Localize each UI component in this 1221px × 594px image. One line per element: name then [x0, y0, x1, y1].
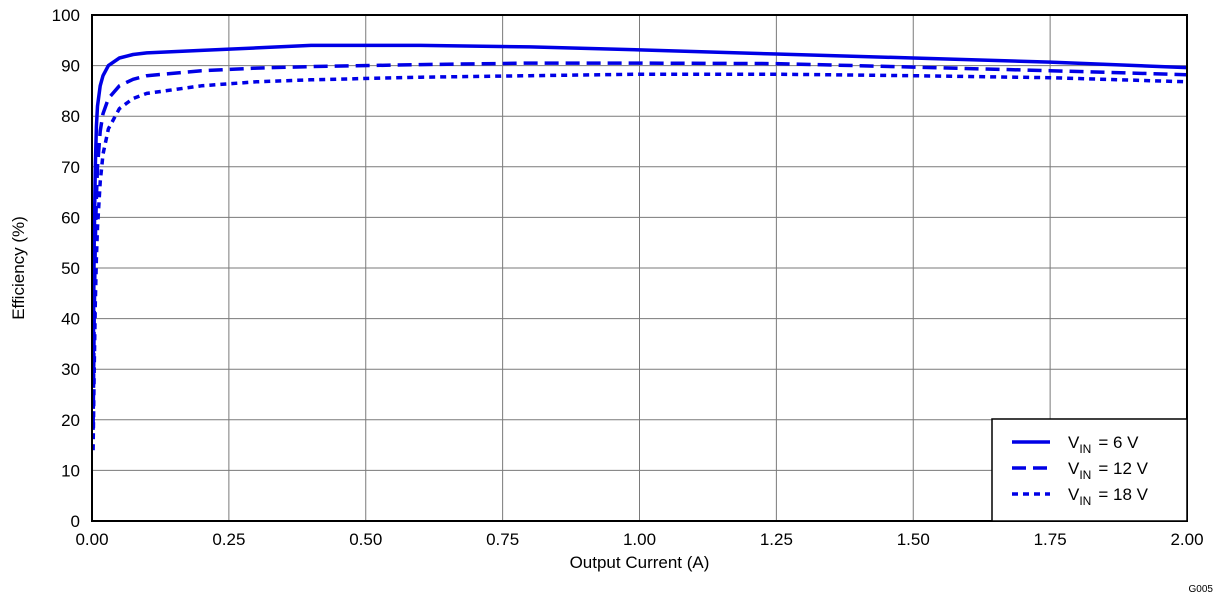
y-tick-label: 10	[61, 461, 80, 480]
y-tick-label: 50	[61, 259, 80, 278]
x-tick-label: 0.75	[486, 530, 519, 549]
x-tick-labels: 0.00 0.25 0.50 0.75 1.00 1.25 1.50 1.75 2.00	[75, 530, 1203, 549]
y-tick-label: 0	[71, 512, 80, 531]
legend: VIN = 6 V VIN = 12 V VIN = 18 V	[991, 418, 1188, 522]
x-tick-label: 1.25	[760, 530, 793, 549]
legend-label-2: VIN = 12 V	[1068, 459, 1149, 482]
legend-box	[991, 418, 1188, 522]
figure-id: G005	[1189, 584, 1214, 594]
x-tick-label: 0.00	[75, 530, 108, 549]
plot-frame	[91, 14, 1188, 522]
x-tick-label: 0.50	[349, 530, 382, 549]
x-tick-label: 1.50	[897, 530, 930, 549]
x-tick-label: 1.75	[1034, 530, 1067, 549]
y-tick-label: 70	[61, 158, 80, 177]
x-tick-label: 2.00	[1170, 530, 1203, 549]
y-tick-label: 80	[61, 107, 80, 126]
series-line-1	[91, 43, 1188, 380]
series-line-2	[91, 61, 1188, 430]
x-tick-label: 0.25	[212, 530, 245, 549]
y-tick-label: 90	[61, 57, 80, 76]
grid	[92, 15, 1187, 521]
legend-label-1: VIN = 6 V	[1068, 433, 1139, 456]
x-axis-title: Output Current (A)	[570, 553, 710, 572]
y-axis-title: Efficiency (%)	[9, 216, 28, 320]
series-line-3	[91, 72, 1188, 451]
y-tick-label: 100	[52, 6, 80, 25]
legend-label-3: VIN = 18 V	[1068, 485, 1149, 508]
y-tick-label: 20	[61, 411, 80, 430]
series-lines	[91, 43, 1188, 451]
y-tick-label: 30	[61, 360, 80, 379]
y-tick-label: 40	[61, 310, 80, 329]
y-tick-labels: 0 10 20 30 40 50 60 70 80 90 100	[52, 6, 80, 531]
y-tick-label: 60	[61, 208, 80, 227]
x-tick-label: 1.00	[623, 530, 656, 549]
